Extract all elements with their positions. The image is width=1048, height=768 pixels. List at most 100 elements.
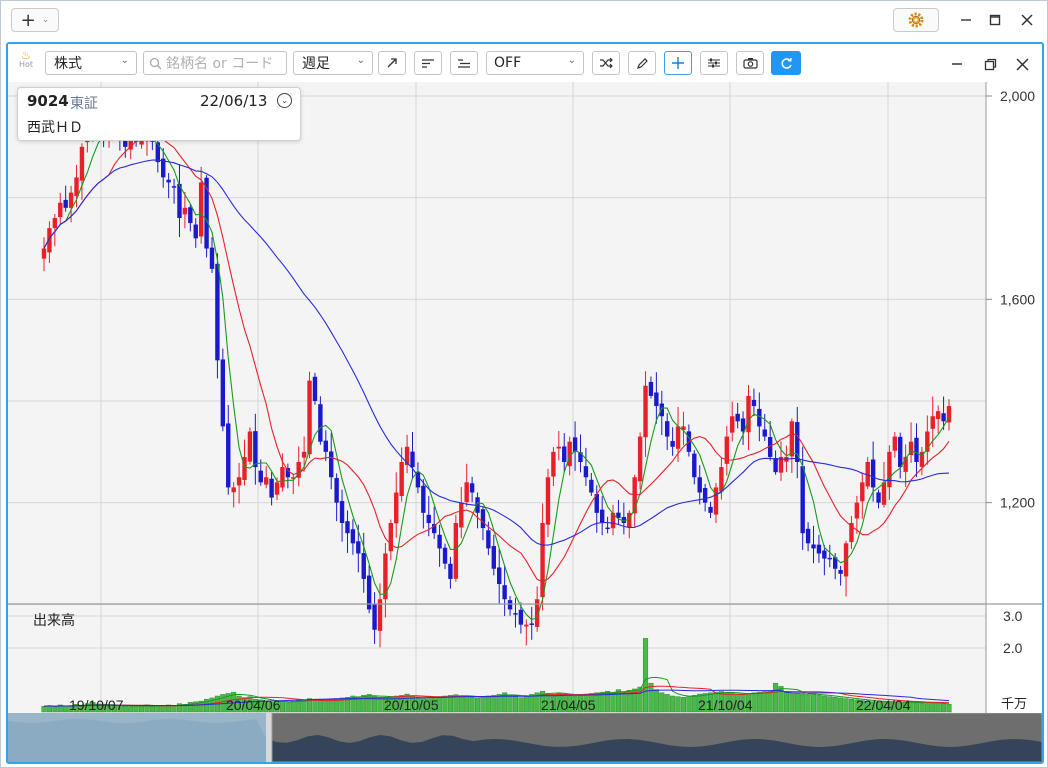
volume-bar — [718, 691, 724, 713]
volume-bar — [404, 693, 410, 713]
candle-body — [480, 509, 486, 529]
indicator-select-value: OFF — [494, 55, 522, 71]
candle-body — [637, 436, 643, 482]
minimize-button[interactable] — [954, 9, 978, 31]
volume-bar — [241, 697, 248, 713]
candle-body — [589, 479, 594, 493]
volume-bar — [778, 686, 784, 713]
candle-body — [627, 512, 632, 528]
volume-bar — [680, 697, 687, 713]
add-tab-button[interactable]: + ⌄ — [11, 8, 59, 32]
candle-body — [58, 202, 63, 218]
candle-body — [643, 385, 648, 438]
candle-body — [930, 416, 935, 429]
chart-close-button[interactable] — [1010, 53, 1034, 75]
candle-body — [464, 482, 469, 503]
candle-body — [431, 524, 437, 534]
volume-bar — [610, 692, 616, 713]
crosshair-button[interactable] — [664, 51, 692, 75]
volume-bar — [447, 695, 453, 713]
draw-button[interactable] — [628, 51, 656, 75]
candle-body — [41, 248, 47, 259]
time-tick-label: 22/04/04 — [856, 697, 911, 713]
candle-body — [735, 413, 740, 422]
chart-restore-button[interactable] — [978, 53, 1002, 75]
market-select-value: 株式 — [54, 56, 82, 72]
stock-name: 西武ＨＤ — [27, 120, 83, 136]
volume-bar — [821, 695, 827, 713]
candle-body — [767, 437, 773, 457]
volume-bar — [897, 702, 903, 713]
align-left-button[interactable] — [414, 51, 442, 75]
volume-bar — [366, 694, 372, 713]
volume-bar — [258, 699, 264, 713]
range-navigator[interactable] — [8, 712, 1042, 762]
volume-bar — [621, 691, 627, 713]
candle-body — [497, 567, 502, 584]
period-select[interactable]: 週足 ⌄ — [293, 51, 373, 75]
volume-bar — [122, 705, 128, 713]
align-right-button[interactable] — [450, 51, 478, 75]
volume-bar — [209, 697, 215, 713]
candle-body — [860, 482, 865, 502]
volume-bar — [52, 706, 58, 713]
candle-body — [383, 553, 388, 600]
volume-bar — [496, 694, 502, 713]
candle-body — [751, 399, 757, 407]
candle-body — [681, 426, 686, 431]
candle-body — [47, 228, 52, 253]
screenshot-button[interactable] — [736, 51, 764, 75]
chart-minimize-button[interactable] — [945, 53, 969, 75]
hot-indicator[interactable]: ♨ Hot — [16, 49, 36, 78]
volume-bar — [306, 698, 313, 713]
volume-bar — [128, 706, 134, 713]
candle-body — [822, 550, 827, 559]
candle-body — [881, 482, 887, 505]
volume-bar — [838, 697, 844, 713]
search-input[interactable]: 銘柄名 or コード — [143, 51, 287, 75]
candle-body — [68, 192, 74, 208]
maximize-button[interactable] — [983, 9, 1007, 31]
indicator-select[interactable]: OFF ⌄ — [486, 51, 584, 75]
candle-body — [269, 478, 274, 498]
candle-body — [746, 395, 751, 433]
crosshair-icon — [672, 57, 684, 69]
volume-bar — [204, 698, 210, 713]
chevron-down-circle-icon[interactable]: ⌄ — [277, 93, 292, 108]
candle-body — [231, 487, 236, 493]
minimize-icon — [961, 19, 971, 21]
candle-body — [534, 599, 540, 627]
volume-bar — [708, 692, 714, 713]
candle-body — [551, 451, 556, 477]
candle-body — [177, 183, 182, 218]
close-button[interactable] — [1015, 9, 1039, 31]
volume-bar — [377, 697, 383, 713]
candle-body — [832, 557, 838, 569]
candle-body — [486, 530, 491, 549]
candle-body — [865, 462, 870, 487]
candle-body — [713, 487, 719, 515]
hot-label: Hot — [18, 60, 34, 69]
refresh-button[interactable] — [771, 51, 801, 75]
shuffle-button[interactable] — [592, 51, 620, 75]
candle-body — [361, 553, 366, 579]
time-tick-label: 19/10/07 — [69, 697, 124, 713]
chart-area[interactable]: 2,000 1,600 1,200 3.0 2.0 出来高 千万 19/10/07 20/04… — [8, 82, 1042, 715]
trend-line-button[interactable] — [378, 51, 406, 75]
candle-body — [318, 404, 323, 442]
settings-button[interactable] — [893, 8, 939, 32]
navigator-overview[interactable] — [8, 712, 1042, 762]
candle-body — [410, 451, 415, 468]
candle-body — [226, 423, 231, 488]
candle-body — [898, 436, 903, 468]
volume-bar — [290, 700, 296, 713]
candle-body — [789, 421, 795, 457]
chart-settings-button[interactable] — [700, 51, 728, 75]
candle-body — [253, 431, 258, 468]
candle-body — [529, 623, 534, 625]
volume-bar — [800, 693, 806, 713]
volume-bar — [675, 696, 681, 713]
market-select[interactable]: 株式 ⌄ — [45, 51, 137, 75]
